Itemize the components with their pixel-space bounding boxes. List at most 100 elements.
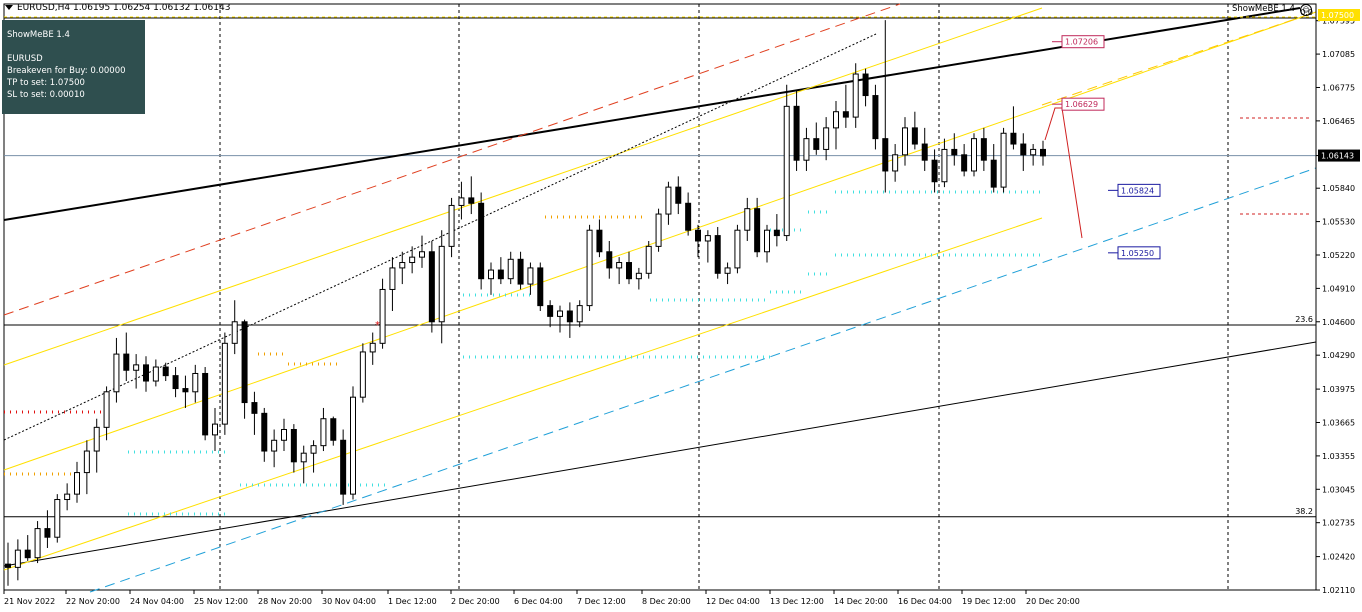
top-price-box [1318,9,1360,21]
candle-body [1040,148,1046,157]
symbol-info: EURUSD,H4 1.06195 1.06254 1.06132 1.0614… [5,3,230,13]
candle-body [557,310,563,317]
top-price-label: 1.07500 [1321,11,1354,20]
y-tick-label: 1.07085 [1322,50,1355,59]
price-label-box [1117,246,1161,260]
candle-body [389,267,396,290]
x-tick-label: 13 Dec 12:00 [770,597,824,606]
candle-body [793,105,800,161]
price-label-text: 1.07206 [1065,38,1098,47]
candle-body [113,353,120,393]
x-tick-label: 12 Dec 04:00 [706,597,760,606]
channel-yellow-dash [1041,11,1317,106]
dropdown-triangle-icon[interactable] [5,5,13,10]
fib-level-label: 23.6 [1295,315,1313,324]
x-tick-label: 25 Nov 12:00 [194,597,248,606]
candle-body [192,372,199,393]
candle-body [123,353,130,371]
current-price-label: 1.06143 [1321,152,1354,161]
y-tick-label: 1.03975 [1322,385,1355,394]
candle-body [724,267,731,274]
x-tick-label: 30 Nov 04:00 [322,597,376,606]
candle-body [369,342,376,353]
candle-body [734,229,741,269]
price-label-box [1117,183,1161,197]
x-tick-label: 21 Nov 2022 [4,597,55,606]
panel-sl: SL to set: 0.00010 [7,90,85,100]
candle-body [221,342,228,425]
candle-body [744,208,751,231]
candle-body [251,402,258,414]
trendline-black-thin [3,341,1317,567]
candle-body [14,549,21,568]
candle-body [330,418,337,441]
y-tick-label: 1.05220 [1322,251,1355,260]
candle-body [340,439,347,495]
candle-body [152,366,159,382]
candle-body [83,450,90,474]
candle-body [852,73,859,118]
candle-body [764,229,770,253]
candle-body [162,366,169,377]
candle-body [941,148,948,183]
candle-body [488,269,494,280]
candles [5,20,1046,586]
candle-body [1020,143,1027,156]
candle-body [24,549,31,559]
y-tick-label: 1.04290 [1322,351,1355,360]
candle-body [537,267,544,307]
candle-body [93,426,100,452]
channel-yellow-1 [3,7,1043,366]
price-label-box [1061,35,1105,49]
candle-body [182,388,189,393]
candle-body [902,127,908,156]
candle-body [428,251,435,323]
x-tick-label: 6 Dec 04:00 [514,597,563,606]
x-tick-label: 14 Dec 20:00 [834,597,888,606]
y-tick-label: 1.02735 [1322,519,1355,528]
candle-body [320,418,327,447]
candle-body [773,229,780,237]
trend-overlays: * [3,3,1317,593]
svg-text:*: * [375,320,380,331]
trendline-cyan-dash [89,167,1317,593]
candle-body [961,154,968,172]
candle-body [1000,132,1007,188]
trendline-black-thick [3,7,1301,221]
y-tick-label: 1.03045 [1322,485,1355,494]
indicator-name: ShowMeBE 1.4 [1232,4,1295,14]
y-tick-label: 1.03665 [1322,418,1355,427]
candle-body [517,258,524,285]
candle-body [813,138,820,150]
current-price-box [1318,149,1360,162]
candle-body [202,372,209,436]
showmebe-panel: ShowMeBE 1.4 EURUSD Breakeven for Buy: 0… [2,20,145,114]
panel-tp: TP to set: 1.07500 [7,78,85,88]
candle-body [212,423,218,436]
candle-body [54,499,61,538]
candle-body [606,251,613,269]
y-tick-label: 1.05840 [1322,184,1355,193]
candle-body [685,202,692,231]
price-labels: 1.07206 1.06629 1.05824 1.05250 [1052,35,1161,260]
candle-body [497,269,504,280]
price-axis: 0.023.638.21.073951.070851.067751.064651… [3,4,1360,606]
candle-body [359,351,366,398]
candle-body [704,235,711,242]
candle-body [74,472,80,495]
candle-body [172,375,179,390]
candle-body [103,391,110,428]
candle-body [803,138,810,161]
candle-body [1030,148,1037,156]
fib-level-label: 38.2 [1295,507,1313,516]
smiley-icon: ☺ [1300,4,1312,16]
candle-body [350,396,356,495]
x-tick-label: 24 Nov 04:00 [130,597,184,606]
chart-grid [3,3,1317,591]
candle-body [586,229,593,307]
y-tick-label: 1.03355 [1322,452,1355,461]
candle-body [379,288,386,344]
y-tick-label: 1.06465 [1322,117,1355,126]
candle-body [133,364,140,371]
